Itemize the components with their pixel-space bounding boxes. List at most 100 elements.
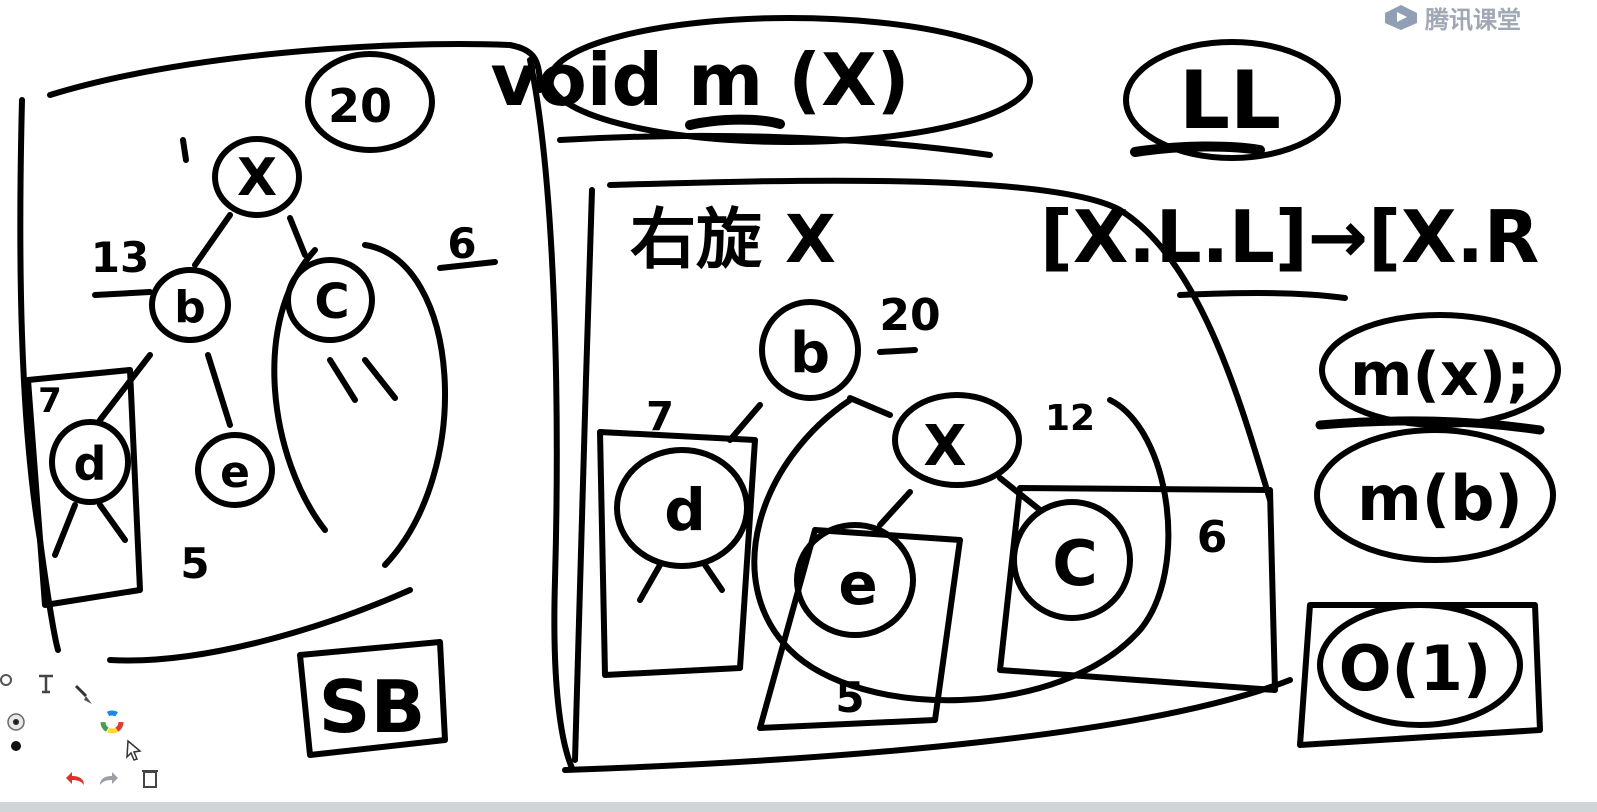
delete-button[interactable] (136, 764, 164, 792)
void-call-outline (547, 15, 1033, 145)
right-tree-edge-x-e (877, 489, 913, 528)
right-tree-d-label: d (664, 476, 706, 544)
left-tree-edge-b-d (97, 352, 153, 423)
brand-text: 腾讯课堂 (1425, 5, 1521, 34)
left-panel-border (17, 97, 61, 653)
ll-label: LL (1179, 54, 1281, 147)
right-tree-e-box (757, 527, 963, 731)
right-tree-edge-b-d (727, 402, 763, 443)
left-tree-root-size: 20 (328, 79, 392, 133)
rotation-title: 右旋 X (630, 201, 836, 278)
left-tree-c-label: C (314, 274, 349, 330)
color-wheel-icon (100, 710, 124, 734)
pointer-button[interactable] (120, 736, 148, 764)
bottom-strip (0, 802, 1597, 812)
right-tree-c-node (1011, 499, 1133, 621)
call-o1-outline (1317, 602, 1523, 728)
delete-icon (142, 770, 158, 788)
left-tree-e-label: e (220, 447, 250, 498)
right-tree-c-box (997, 485, 1278, 693)
left-tree-b-node (149, 267, 231, 343)
drawing-toolbar (0, 652, 190, 812)
call-mb-label: m(b) (1357, 462, 1523, 535)
left-tree-d-size: 7 (38, 381, 62, 421)
right-tree-d-size: 7 (646, 394, 674, 440)
dot-button[interactable] (2, 732, 30, 760)
underline (557, 132, 993, 158)
dot-icon (11, 741, 21, 751)
call-stack: m(x); m(b) O(1) (1297, 312, 1561, 748)
settings-icon (0, 674, 12, 686)
pointer-icon (126, 739, 142, 761)
left-tree-e-node (195, 432, 275, 508)
tencent-classroom-watermark: 腾讯课堂 (1383, 0, 1521, 34)
play-cube-icon (1385, 5, 1417, 30)
color-picker-button[interactable] (98, 708, 126, 736)
rotation-panel-top (607, 177, 1273, 503)
left-tree-d-box (25, 367, 143, 608)
right-tree-e-size: 5 (835, 673, 864, 722)
redo-button[interactable] (94, 766, 122, 794)
underline (1177, 290, 1348, 301)
brush-icon (74, 684, 92, 704)
rotation-bracket: [X.L.L]→[X.R (1040, 195, 1539, 279)
left-tree-root-size-circle (305, 51, 435, 153)
right-tree-c-label: C (1052, 527, 1098, 600)
left-panel-top-border (47, 41, 543, 98)
left-panel-bottom-border (107, 587, 413, 664)
call-o1-label: O(1) (1339, 632, 1492, 705)
right-tree-e-node (794, 522, 916, 638)
right-tree-edge-b-x (847, 395, 893, 418)
right-tree-root-node (759, 299, 861, 401)
left-tree-edge-root-b (192, 212, 233, 268)
brush-button[interactable] (70, 680, 98, 708)
underline (1315, 416, 1545, 435)
underline (877, 347, 918, 355)
call-mb-outline (1314, 427, 1556, 563)
rotation-panel: 右旋 X [X.L.L]→[X.R b 20 d 7 X 12 e 5 C 6 (562, 177, 1539, 773)
left-tree-c-subtree-outline (271, 242, 448, 568)
left-tree-d-label: d (74, 437, 107, 491)
right-tree-x-label: X (923, 414, 966, 479)
undo-icon (66, 772, 84, 785)
left-tree-b-label: b (174, 282, 206, 333)
middle-divider (527, 57, 575, 771)
ll-outline (1123, 39, 1341, 161)
underline (92, 289, 153, 298)
right-tree-d-node (614, 447, 750, 569)
left-tree-c-children (327, 357, 398, 403)
left-tree-b-size: 13 (91, 233, 149, 282)
settings-button[interactable] (0, 666, 20, 694)
right-tree-root-label: b (790, 321, 830, 386)
pen-size-button[interactable] (2, 708, 30, 736)
rotation-panel-border (562, 187, 1293, 773)
underline (437, 259, 498, 271)
void-call-label: void m (X) (490, 38, 909, 122)
right-tree-d-children (637, 562, 725, 603)
sb-label: SB (319, 665, 426, 749)
tick-mark (180, 137, 189, 163)
left-tree-root-label: X (237, 148, 277, 208)
right-tree-x-size: 12 (1045, 398, 1095, 439)
sb-box (297, 639, 448, 758)
right-tree-x-subtree-outline (751, 397, 1172, 704)
pen-size-icon (7, 713, 25, 731)
underline (685, 114, 785, 130)
text-tool-button[interactable] (32, 670, 60, 698)
text-tool-icon (39, 674, 53, 694)
call-mx-label: m(x); (1350, 340, 1530, 410)
undo-button[interactable] (62, 766, 90, 794)
left-panel: X 20 b 13 C 6 d 7 e 5 SB (17, 41, 543, 758)
left-tree-e-size: 5 (180, 539, 209, 588)
left-tree-edge-root-c (287, 215, 308, 258)
underline (1130, 141, 1265, 157)
right-tree-root-size: 20 (879, 290, 940, 341)
ll-group: LL (1123, 39, 1341, 161)
left-tree-root-node (212, 136, 302, 218)
right-tree-d-box (597, 429, 758, 678)
right-tree-x-node (892, 392, 1022, 488)
void-call-group: void m (X) (490, 15, 1033, 158)
call-o1-box (1297, 602, 1543, 748)
redo-icon (100, 772, 118, 785)
